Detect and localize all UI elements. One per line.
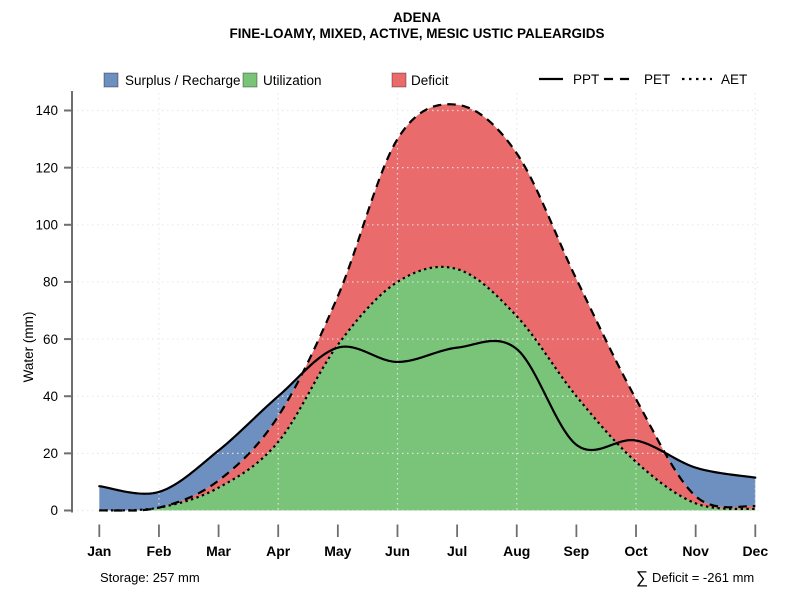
x-tick-label: Mar [206, 543, 231, 559]
legend-label-ppt: PPT [573, 72, 599, 87]
x-tick-label: Jun [385, 543, 410, 559]
x-tick-label: Jan [87, 543, 111, 559]
aet-line [99, 265, 756, 512]
x-tick-label: Nov [682, 543, 709, 559]
plot-area: 0 20 40 60 80 100 120 140 Jan Feb Mar Apr May Jun Jul A… [35, 91, 768, 559]
legend-swatch-utilization [242, 72, 258, 88]
legend-label-pet: PET [644, 72, 670, 87]
legend-label-aet: AET [721, 72, 747, 87]
x-tick-label: Oct [624, 543, 648, 559]
y-tick-label: 0 [50, 503, 58, 518]
y-tick-label: 120 [35, 160, 58, 175]
legend-label-utilization: Utilization [263, 73, 322, 88]
deficit-area [99, 104, 756, 511]
y-tick-label: 40 [43, 389, 58, 404]
x-tick-label: Apr [266, 543, 291, 559]
legend-label-surplus-recharge: Surplus / Recharge [125, 73, 241, 88]
pet-line [99, 103, 756, 512]
surplus-recharge-area [99, 104, 756, 511]
y-tick-label: 80 [43, 275, 58, 290]
y-tick-label: 20 [43, 446, 58, 461]
x-tick-label: Jul [447, 543, 467, 559]
x-tick-label: Feb [146, 543, 171, 559]
chart-subtitle: FINE-LOAMY, MIXED, ACTIVE, MESIC USTIC P… [229, 26, 604, 41]
legend-swatch-deficit [391, 72, 407, 88]
x-tick-label: Aug [503, 543, 530, 559]
sigma-symbol: ∑ [636, 568, 648, 587]
legend-swatch-surplus-recharge [103, 72, 119, 88]
y-tick-label: 140 [35, 103, 58, 118]
legend-label-deficit: Deficit [411, 73, 449, 88]
sum-deficit-annotation: Deficit = -261 mm [652, 570, 754, 585]
y-axis-title: Water (mm) [21, 312, 36, 383]
chart-legend: Surplus / Recharge Utilization Deficit P… [103, 72, 747, 88]
x-tick-label: Sep [564, 543, 590, 559]
chart-title: ADENA [393, 10, 441, 25]
ppt-line [98, 339, 757, 495]
storage-annotation: Storage: 257 mm [100, 570, 200, 585]
x-tick-label: May [324, 543, 351, 559]
y-tick-label: 60 [43, 332, 58, 347]
x-tick-label: Dec [742, 543, 768, 559]
y-tick-label: 100 [35, 217, 58, 232]
